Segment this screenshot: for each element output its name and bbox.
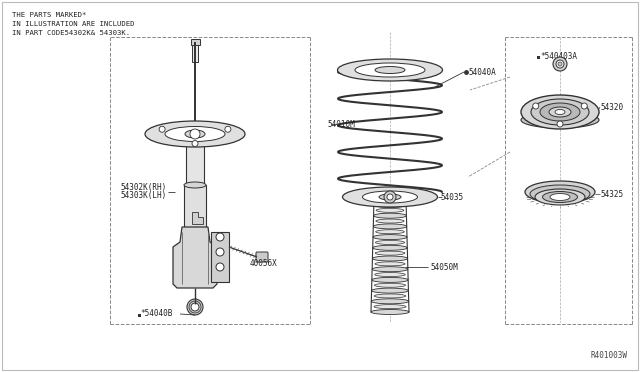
Ellipse shape: [145, 121, 245, 147]
Ellipse shape: [525, 181, 595, 203]
Text: *540403A: *540403A: [540, 51, 577, 61]
Ellipse shape: [184, 182, 206, 188]
Circle shape: [225, 126, 231, 132]
Polygon shape: [192, 212, 203, 224]
Circle shape: [556, 60, 564, 68]
Text: 54050M: 54050M: [430, 263, 458, 272]
Ellipse shape: [376, 230, 404, 234]
Ellipse shape: [372, 278, 408, 282]
FancyBboxPatch shape: [192, 42, 198, 62]
Ellipse shape: [355, 63, 425, 77]
Circle shape: [387, 194, 393, 200]
Text: R401003W: R401003W: [591, 351, 628, 360]
Bar: [138, 314, 141, 317]
Text: 40056X: 40056X: [250, 260, 278, 269]
Circle shape: [216, 233, 224, 241]
Text: *54040B: *54040B: [140, 310, 172, 318]
Ellipse shape: [371, 310, 409, 314]
FancyBboxPatch shape: [191, 38, 200, 45]
Ellipse shape: [372, 267, 408, 272]
Ellipse shape: [337, 59, 442, 81]
Ellipse shape: [374, 294, 406, 298]
Ellipse shape: [185, 130, 205, 138]
Ellipse shape: [531, 99, 589, 125]
Circle shape: [192, 141, 198, 147]
FancyBboxPatch shape: [256, 252, 268, 262]
Ellipse shape: [375, 251, 405, 255]
Circle shape: [216, 248, 224, 256]
Ellipse shape: [374, 283, 406, 287]
Ellipse shape: [371, 299, 409, 304]
Circle shape: [532, 103, 539, 109]
Circle shape: [216, 263, 224, 271]
Ellipse shape: [379, 194, 401, 200]
Ellipse shape: [372, 288, 408, 293]
Ellipse shape: [372, 256, 408, 261]
Bar: [537, 56, 540, 59]
Circle shape: [187, 299, 203, 315]
Ellipse shape: [540, 103, 580, 121]
Ellipse shape: [374, 213, 406, 218]
Circle shape: [191, 303, 199, 311]
Ellipse shape: [374, 202, 406, 208]
Text: 54302K(RH): 54302K(RH): [120, 183, 166, 192]
Ellipse shape: [362, 191, 417, 203]
Ellipse shape: [521, 112, 599, 128]
Circle shape: [553, 57, 567, 71]
Ellipse shape: [376, 240, 404, 244]
Ellipse shape: [342, 187, 438, 207]
Ellipse shape: [376, 219, 404, 223]
Circle shape: [557, 121, 563, 127]
Ellipse shape: [375, 67, 405, 74]
Ellipse shape: [372, 245, 407, 250]
Text: THE PARTS MARKED*
IN ILLUSTRATION ARE INCLUDED
IN PART CODE54302K& 54303K.: THE PARTS MARKED* IN ILLUSTRATION ARE IN…: [12, 12, 134, 36]
Text: 54010M: 54010M: [327, 119, 355, 128]
Circle shape: [558, 62, 562, 66]
Text: 54303K(LH): 54303K(LH): [120, 190, 166, 199]
Circle shape: [581, 103, 588, 109]
Ellipse shape: [376, 208, 404, 212]
Ellipse shape: [165, 126, 225, 141]
Ellipse shape: [186, 185, 204, 189]
Ellipse shape: [374, 305, 406, 309]
FancyBboxPatch shape: [184, 185, 206, 227]
Ellipse shape: [550, 193, 570, 201]
FancyBboxPatch shape: [186, 137, 204, 187]
Ellipse shape: [375, 262, 405, 266]
Text: 54035: 54035: [440, 192, 463, 202]
FancyBboxPatch shape: [211, 232, 229, 282]
Text: 54040A: 54040A: [468, 67, 496, 77]
Ellipse shape: [549, 107, 571, 117]
Ellipse shape: [535, 189, 585, 205]
Ellipse shape: [521, 95, 599, 129]
Circle shape: [384, 191, 396, 203]
Ellipse shape: [374, 273, 405, 276]
Text: 54320: 54320: [600, 103, 623, 112]
Ellipse shape: [543, 192, 577, 202]
Text: 54325: 54325: [600, 189, 623, 199]
Ellipse shape: [373, 235, 407, 240]
Ellipse shape: [186, 135, 204, 140]
Ellipse shape: [373, 224, 407, 229]
Circle shape: [159, 126, 165, 132]
Ellipse shape: [530, 185, 590, 203]
Polygon shape: [173, 227, 217, 288]
Ellipse shape: [555, 109, 565, 115]
Circle shape: [190, 129, 200, 139]
